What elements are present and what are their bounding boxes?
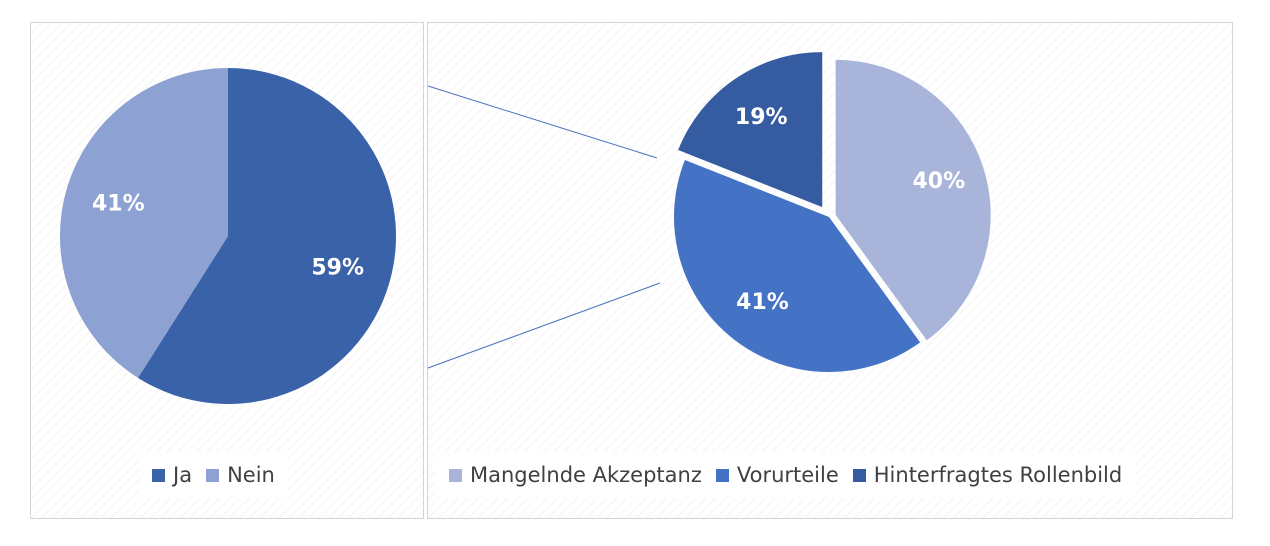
data-label-vorurteile: 41% [736, 290, 789, 315]
legend-label: Ja [173, 463, 193, 487]
data-label-mangelnde-akzeptanz: 40% [913, 169, 966, 194]
legend-item-mangelnde-akzeptanz[interactable]: Mangelnde Akzeptanz [449, 463, 702, 487]
connector-lines [427, 85, 661, 369]
legend-swatch [449, 468, 462, 482]
legend-swatch [852, 468, 866, 482]
data-label-nein: 41% [92, 192, 145, 217]
legend-swatch [206, 468, 220, 482]
connector-line-top [427, 85, 658, 159]
left-pie-chart: 59% 41% [60, 68, 397, 404]
legend-swatch [152, 468, 165, 482]
left-legend: Ja Nein [140, 452, 287, 498]
connector-line-bottom [427, 282, 661, 369]
pie-slice-hinterfragtes-rollenbild[interactable] [678, 52, 823, 208]
legend-label: Mangelnde Akzeptanz [470, 463, 702, 487]
legend-item-vorurteile[interactable]: Vorurteile [715, 463, 839, 487]
legend-label: Nein [227, 463, 275, 487]
pie-slice-ja[interactable] [137, 68, 397, 404]
legend-label: Hinterfragtes Rollenbild [873, 463, 1123, 487]
data-label-ja: 59% [311, 255, 364, 280]
data-label-hinterfragtes-rollenbild: 19% [735, 105, 788, 130]
legend-item-nein[interactable]: Nein [206, 463, 275, 487]
pie-slice-mangelnde-akzeptanz[interactable] [835, 59, 991, 341]
pie-slice-nein[interactable] [60, 68, 228, 378]
right-legend: Mangelnde Akzeptanz Vorurteile Hinterfra… [435, 452, 1137, 498]
legend-label: Vorurteile [736, 463, 839, 487]
right-pie-chart: 40% 41% 19% [673, 52, 991, 372]
legend-swatch [715, 468, 729, 482]
legend-item-ja[interactable]: Ja [152, 463, 192, 487]
pie-slice-vorurteile[interactable] [673, 159, 921, 372]
legend-item-hinterfragtes-rollenbild[interactable]: Hinterfragtes Rollenbild [852, 463, 1123, 487]
